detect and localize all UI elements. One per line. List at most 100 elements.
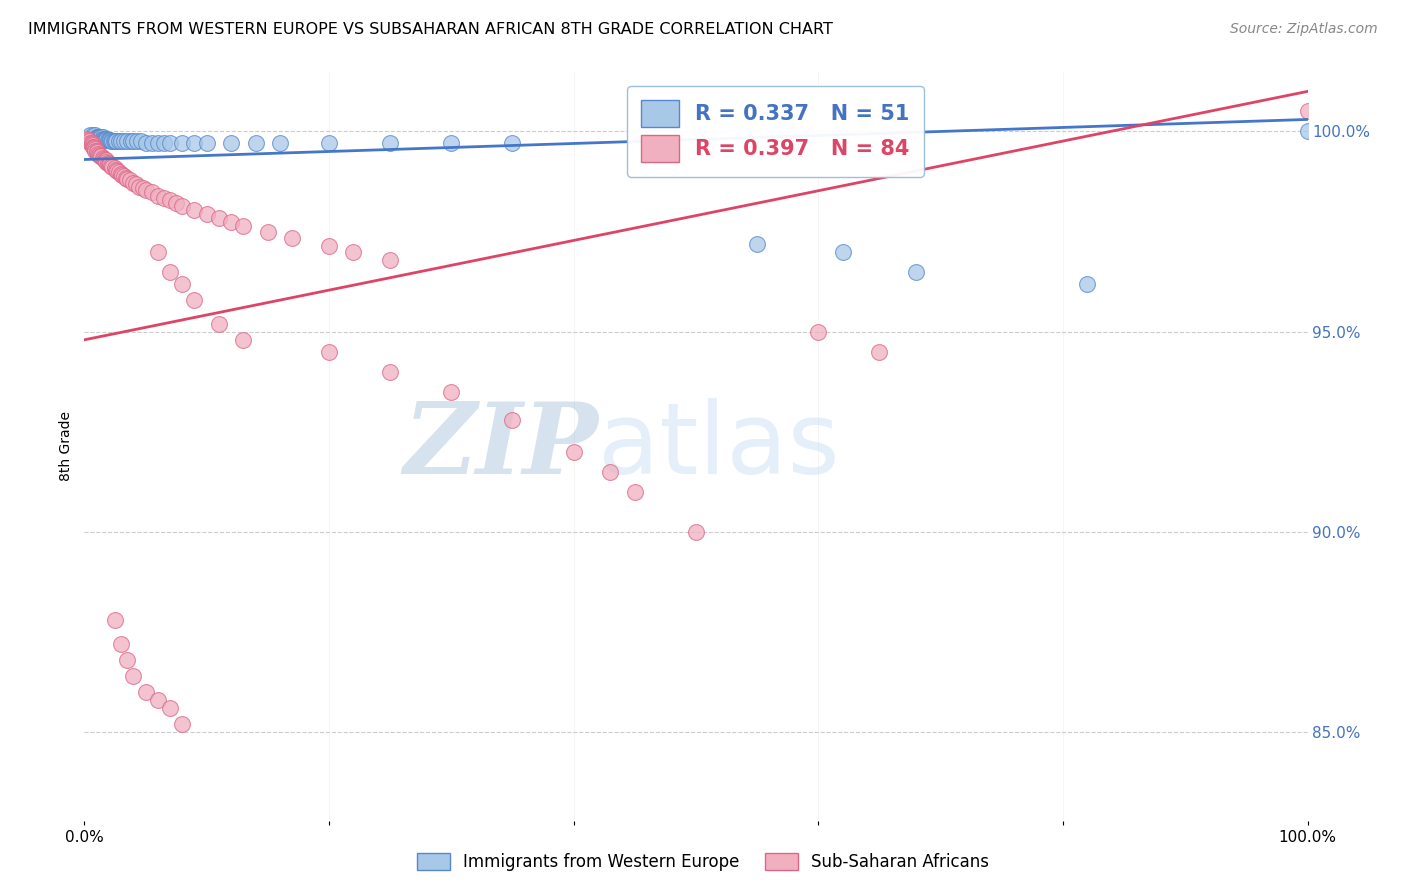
Point [101,135,124,149]
Point [94,132,117,146]
Point [90,130,112,145]
Point [97,155,120,169]
Y-axis label: 8th Grade: 8th Grade [59,411,73,481]
Point [318,344,340,359]
Point [128,179,150,194]
Point [98,133,121,147]
Point [141,186,163,200]
Point [80,137,103,152]
Point [83,141,105,155]
Point [342,244,364,259]
Point [105,135,128,149]
Point [96,154,118,169]
Point [183,136,205,150]
Point [905,265,928,279]
Point [86,145,108,159]
Point [440,136,463,150]
Point [87,130,110,145]
Point [172,277,194,291]
Point [103,135,125,149]
Point [132,181,155,195]
Point [110,135,132,149]
Point [380,252,402,267]
Point [122,176,145,190]
Point [831,244,853,259]
Point [120,135,142,149]
Point [90,149,112,163]
Point [125,135,148,149]
Point [91,130,114,145]
Point [86,130,108,145]
Point [159,265,181,279]
Point [84,144,107,158]
Point [93,152,115,166]
Point [159,136,181,150]
Point [146,244,169,259]
Point [747,236,769,251]
Point [112,169,135,183]
Point [135,685,157,699]
Point [105,162,128,177]
Point [86,130,108,145]
Point [104,613,127,627]
Point [141,136,163,150]
Point [100,135,122,149]
Point [172,198,194,212]
Point [208,317,231,331]
Point [153,190,176,204]
Point [685,525,707,540]
Point [83,140,105,154]
Point [104,161,127,176]
Point [129,135,152,149]
Point [115,135,138,149]
Point [208,211,231,225]
Text: Source: ZipAtlas.com: Source: ZipAtlas.com [1230,22,1378,37]
Point [269,136,291,150]
Point [195,136,218,150]
Legend: Immigrants from Western Europe, Sub-Saharan Africans: Immigrants from Western Europe, Sub-Saha… [408,845,998,880]
Point [624,485,647,500]
Point [79,128,101,143]
Point [122,669,145,683]
Legend: R = 0.337   N = 51, R = 0.397   N = 84: R = 0.337 N = 51, R = 0.397 N = 84 [627,86,924,177]
Point [97,133,120,147]
Point [245,136,267,150]
Point [135,136,157,150]
Point [94,153,117,167]
Point [281,230,304,244]
Point [318,238,340,252]
Point [96,133,118,147]
Point [97,133,120,147]
Point [502,136,524,150]
Text: ZIP: ZIP [404,398,598,494]
Point [153,136,176,150]
Point [146,693,169,707]
Text: IMMIGRANTS FROM WESTERN EUROPE VS SUBSAHARAN AFRICAN 8TH GRADE CORRELATION CHART: IMMIGRANTS FROM WESTERN EUROPE VS SUBSAH… [28,22,832,37]
Point [135,183,157,197]
Point [115,171,138,186]
Point [115,170,138,185]
Point [91,132,114,146]
Point [98,157,121,171]
Point [172,136,194,150]
Point [111,168,134,182]
Point [1076,277,1098,291]
Point [869,344,891,359]
Point [1296,124,1319,138]
Point [1296,104,1319,119]
Point [502,413,524,427]
Point [183,202,205,217]
Point [84,128,107,143]
Point [257,225,280,239]
Point [183,293,205,307]
Point [807,325,830,339]
Point [77,135,100,149]
Point [380,136,402,150]
Point [107,164,129,178]
Point [110,637,132,651]
Point [562,445,585,459]
Point [118,173,141,187]
Point [232,219,254,233]
Point [96,132,118,146]
Point [165,195,187,210]
